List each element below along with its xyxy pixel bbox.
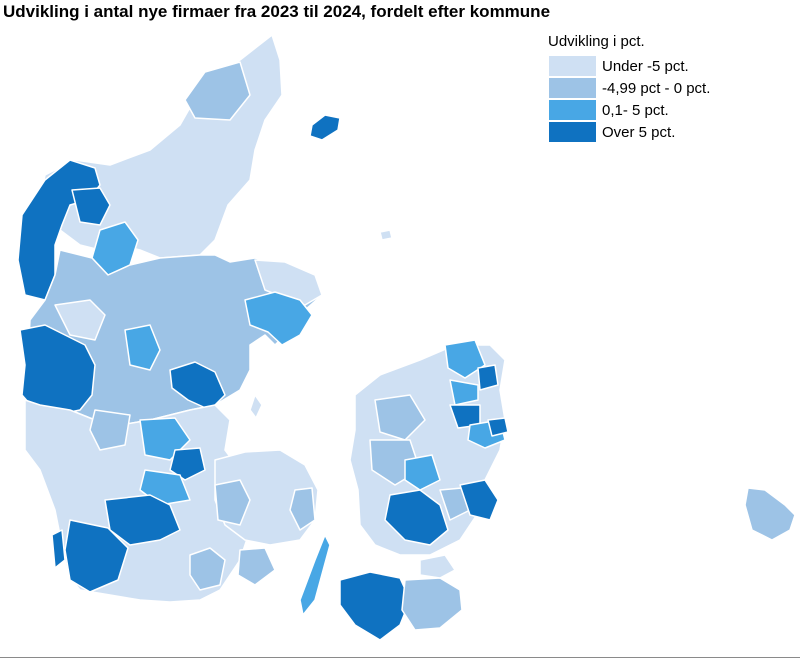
legend-swatch — [549, 100, 596, 120]
municipality-fredensborg — [477, 364, 499, 391]
municipality-koge — [404, 454, 441, 491]
legend-label: Under -5 pct. — [602, 57, 689, 75]
municipality-fredericia — [169, 447, 206, 481]
map-title: Udvikling i antal nye firmaer fra 2023 t… — [3, 2, 551, 21]
municipality-vordingborg — [419, 554, 456, 579]
municipality-helsingor — [444, 339, 486, 379]
municipality-samsø — [249, 394, 263, 419]
legend-swatch — [549, 56, 596, 76]
municipality-billund — [89, 409, 131, 451]
legend-label: Over 5 pct. — [602, 123, 676, 141]
municipality-odense — [214, 479, 251, 526]
legend-label: 0,1- 5 pct. — [602, 101, 669, 119]
municipality-morsø — [71, 187, 111, 226]
map-legend: Udvikling i pct. Under -5 pct. -4,99 pct… — [548, 33, 710, 143]
municipality-holbaek — [374, 394, 426, 441]
municipality-nyborg — [289, 487, 316, 531]
municipality-syddjurs — [244, 291, 313, 346]
municipality-laeso — [309, 114, 341, 141]
legend-item: Over 5 pct. — [549, 121, 710, 143]
legend-label: -4,99 pct - 0 pct. — [602, 79, 711, 97]
municipality-copenhagen-center — [487, 417, 509, 437]
legend-item: 0,1- 5 pct. — [549, 99, 710, 121]
municipality-svendborg — [237, 547, 276, 586]
municipality-norddjurs — [254, 259, 323, 306]
municipality-guldborgsund — [401, 577, 463, 631]
municipality-tonder — [64, 519, 129, 593]
legend-item: Under -5 pct. — [549, 55, 710, 77]
legend-swatch — [549, 122, 596, 142]
municipality-faxe — [459, 479, 499, 521]
municipality-anholt — [379, 229, 393, 241]
municipality-naestved — [384, 489, 449, 546]
municipality-sonderborg — [189, 547, 226, 591]
municipality-fano — [51, 529, 66, 569]
legend-title: Udvikling i pct. — [548, 33, 645, 50]
municipality-hillerod-area — [449, 379, 479, 406]
municipality-ringkobing-skjern — [19, 324, 96, 416]
municipality-langeland — [299, 534, 331, 616]
municipality-bornholm — [744, 487, 796, 541]
municipality-lolland — [339, 571, 411, 641]
legend-swatch — [549, 78, 596, 98]
municipality-herning — [54, 299, 106, 341]
legend-item: -4,99 pct - 0 pct. — [549, 77, 710, 99]
bottom-rule — [0, 657, 800, 658]
region-north-jutland-base — [39, 34, 283, 259]
municipality-hjorring — [184, 61, 251, 121]
municipality-aarhus-area — [169, 361, 226, 411]
municipality-viborg-area — [124, 324, 161, 371]
